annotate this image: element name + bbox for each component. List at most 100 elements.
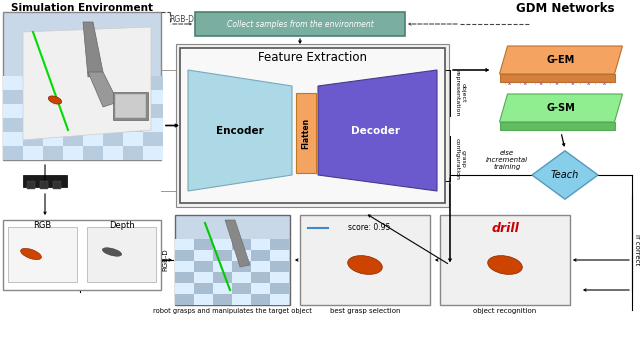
Bar (113, 92, 148, 120)
Bar (103, 104, 123, 118)
Bar (123, 132, 143, 146)
Polygon shape (318, 70, 437, 191)
Polygon shape (532, 151, 598, 199)
Bar (300, 215, 430, 305)
Bar (213, 250, 232, 261)
Bar (232, 239, 251, 250)
Polygon shape (83, 22, 103, 77)
Bar (143, 146, 163, 160)
Bar (270, 250, 289, 261)
Bar (232, 272, 251, 283)
Text: Depth: Depth (109, 221, 134, 230)
Bar (103, 118, 123, 132)
Bar (63, 132, 83, 146)
Bar (123, 90, 143, 104)
Bar (83, 118, 103, 132)
Bar (103, 132, 123, 146)
Bar (23, 104, 43, 118)
Bar (43, 132, 63, 146)
Bar (232, 261, 251, 272)
Bar (3, 146, 23, 160)
Bar (43, 118, 63, 132)
Text: score: 0.95: score: 0.95 (348, 223, 390, 232)
Bar (195, 12, 405, 36)
Bar (63, 90, 83, 104)
Text: Simulation Environment: Simulation Environment (11, 3, 153, 13)
Bar (194, 272, 213, 283)
Bar (43, 104, 63, 118)
Bar (103, 76, 123, 90)
Text: object
representation: object representation (454, 70, 465, 116)
Text: robot grasps and manipulates the target object: robot grasps and manipulates the target … (153, 308, 312, 314)
Bar (3, 104, 23, 118)
Polygon shape (88, 72, 118, 107)
Bar (176, 44, 449, 207)
Bar (8, 227, 77, 282)
Text: object recognition: object recognition (474, 308, 536, 314)
Bar (440, 215, 570, 305)
Polygon shape (499, 122, 614, 130)
Text: GDM Networks: GDM Networks (516, 1, 614, 15)
Text: G-EM: G-EM (547, 55, 575, 65)
Bar (270, 283, 289, 294)
Bar (3, 132, 23, 146)
Bar (23, 118, 43, 132)
Bar (23, 146, 43, 160)
Bar (180, 48, 445, 203)
Bar (270, 294, 289, 305)
Bar (3, 220, 161, 290)
Text: Encoder: Encoder (216, 126, 264, 135)
Text: best grasp selection: best grasp selection (330, 308, 400, 314)
Bar (3, 90, 23, 104)
Text: Teach: Teach (551, 170, 579, 180)
Ellipse shape (20, 248, 42, 260)
Bar (83, 104, 103, 118)
Bar (3, 12, 161, 160)
Text: Collect samples from the environment: Collect samples from the environment (227, 19, 373, 28)
Bar (251, 294, 270, 305)
Bar (194, 261, 213, 272)
Bar (251, 250, 270, 261)
Bar (143, 90, 163, 104)
Bar (232, 283, 251, 294)
Bar (123, 118, 143, 132)
Bar (143, 76, 163, 90)
Text: RGB: RGB (33, 221, 52, 230)
Bar (175, 261, 194, 272)
Bar (143, 132, 163, 146)
Bar (53, 181, 61, 189)
Bar (251, 283, 270, 294)
Bar (270, 261, 289, 272)
Bar (43, 76, 63, 90)
Polygon shape (499, 46, 623, 74)
Bar (251, 272, 270, 283)
Bar (23, 175, 67, 187)
Text: Feature Extraction: Feature Extraction (258, 51, 367, 64)
Text: G-SM: G-SM (547, 103, 575, 113)
Ellipse shape (102, 248, 122, 256)
Bar (63, 76, 83, 90)
Bar (270, 272, 289, 283)
Polygon shape (225, 220, 250, 267)
Bar (194, 239, 213, 250)
Bar (27, 181, 35, 189)
Polygon shape (499, 94, 623, 122)
Polygon shape (499, 74, 614, 82)
Text: RGB-D: RGB-D (162, 249, 168, 271)
Text: drill: drill (491, 222, 519, 236)
Text: RGB-D: RGB-D (170, 15, 195, 24)
Text: if correct: if correct (634, 234, 640, 265)
Bar (63, 146, 83, 160)
Bar (251, 261, 270, 272)
Bar (23, 132, 43, 146)
Bar (143, 104, 163, 118)
Bar (175, 283, 194, 294)
Bar (83, 76, 103, 90)
Bar (63, 118, 83, 132)
Bar (123, 104, 143, 118)
Bar (123, 146, 143, 160)
Bar (123, 76, 143, 90)
Bar (43, 90, 63, 104)
Bar (270, 239, 289, 250)
Bar (83, 146, 103, 160)
